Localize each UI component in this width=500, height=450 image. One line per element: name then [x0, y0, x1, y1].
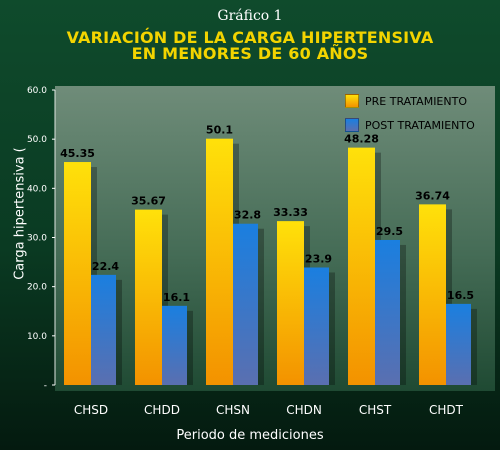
- y-tick-label: 50.0: [27, 135, 47, 145]
- y-tick-label: 10.0: [27, 332, 47, 342]
- bar-post-CHDD: [162, 305, 187, 385]
- x-tick-label: CHST: [359, 403, 392, 417]
- legend-swatch-post: [345, 118, 359, 132]
- x-tick-label: CHDD: [144, 403, 180, 417]
- data-label-pre: 50.1: [206, 124, 233, 137]
- y-tick-label: 60.0: [27, 86, 47, 96]
- y-tick-label: 20.0: [27, 283, 47, 293]
- bar-post-CHSD: [91, 274, 116, 385]
- x-tick-label: CHSD: [74, 403, 108, 417]
- chart-title-line-2: EN MENORES DE 60 AÑOS: [131, 44, 369, 63]
- y-tick-label: 40.0: [27, 184, 47, 194]
- data-label-post: 22.4: [92, 260, 119, 273]
- legend-item-pre: PRE TRATAMIENTO: [345, 92, 475, 110]
- bar-pre-CHDD: [135, 209, 162, 385]
- x-tick-label: CHSN: [216, 403, 250, 417]
- y-tick-label: -: [44, 381, 47, 391]
- legend-item-post: POST TRATAMIENTO: [345, 116, 475, 134]
- bar-pre-CHSD: [64, 162, 91, 385]
- data-label-pre: 45.35: [60, 147, 95, 160]
- bar-post-CHSN: [233, 223, 258, 385]
- data-label-post: 32.8: [234, 209, 261, 222]
- x-axis-label: Periodo de mediciones: [176, 428, 324, 443]
- bar-pre-CHDN: [277, 221, 304, 385]
- data-label-post: 16.1: [163, 291, 190, 304]
- bar-pre-CHSN: [206, 138, 233, 385]
- figure-number: Gráfico 1: [217, 8, 283, 24]
- data-label-pre: 48.28: [344, 133, 379, 146]
- y-axis-label: Carga hipertensiva (: [12, 147, 28, 280]
- legend-label-pre: PRE TRATAMIENTO: [365, 94, 467, 108]
- data-label-post: 23.9: [305, 252, 332, 265]
- legend-label-post: POST TRATAMIENTO: [365, 118, 475, 132]
- data-label-post: 16.5: [447, 289, 474, 302]
- bar-pre-CHDT: [419, 204, 446, 385]
- data-label-pre: 35.67: [131, 195, 166, 208]
- bar-post-CHST: [375, 239, 400, 385]
- legend-swatch-pre: [345, 94, 359, 108]
- data-label-pre: 33.33: [273, 206, 308, 219]
- data-label-pre: 36.74: [415, 189, 450, 202]
- x-tick-label: CHDT: [429, 403, 464, 417]
- bar-post-CHDN: [304, 267, 329, 385]
- bar-pre-CHST: [348, 147, 375, 385]
- header: Gráfico 1 VARIACIÓN DE LA CARGA HIPERTEN…: [0, 0, 500, 70]
- y-tick-label: 30.0: [27, 234, 47, 244]
- x-tick-label: CHDN: [286, 403, 322, 417]
- data-label-post: 29.5: [376, 225, 403, 238]
- bar-post-CHDT: [446, 303, 471, 385]
- legend: PRE TRATAMIENTO POST TRATAMIENTO: [345, 92, 475, 140]
- chart-title-line-1: VARIACIÓN DE LA CARGA HIPERTENSIVA: [66, 28, 434, 47]
